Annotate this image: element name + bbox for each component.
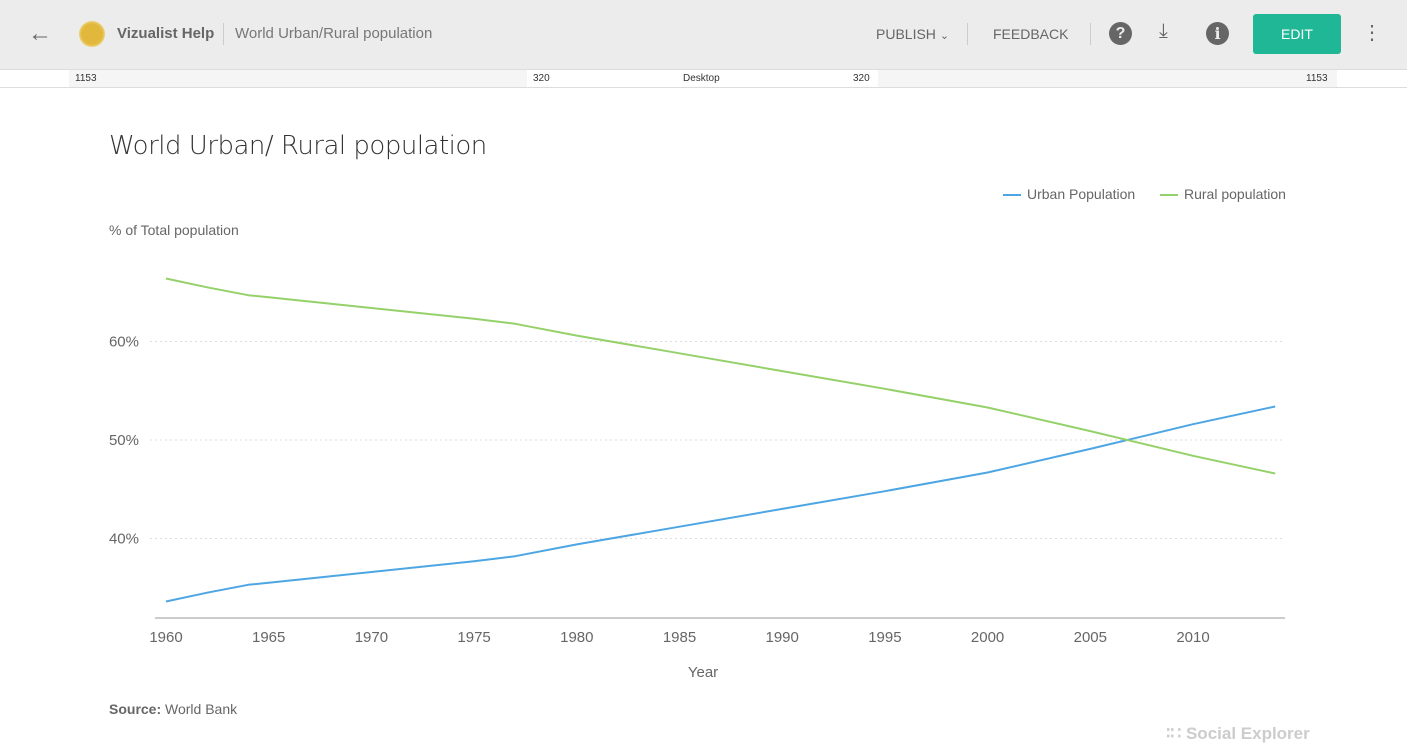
y-tick-label: 60%	[109, 334, 139, 351]
document-title: World Urban/Rural population	[235, 25, 433, 42]
legend-item-urban[interactable]: Urban Population	[1003, 186, 1135, 202]
divider	[223, 23, 224, 45]
x-tick-label: 1985	[663, 629, 696, 646]
chevron-down-icon: ⌄	[939, 30, 950, 42]
x-tick-label: 1960	[149, 629, 182, 646]
x-tick-label: 2010	[1176, 629, 1209, 646]
legend-swatch	[1160, 194, 1178, 197]
app-name[interactable]: Vizualist Help	[117, 25, 215, 42]
x-tick-label: 1980	[560, 629, 593, 646]
download-icon[interactable]: ⤓	[1159, 20, 1168, 42]
legend-label: Rural population	[1184, 186, 1286, 202]
legend-item-rural[interactable]: Rural population	[1160, 186, 1286, 202]
divider	[967, 23, 968, 45]
app-logo-icon	[79, 21, 105, 47]
help-icon[interactable]: ?	[1109, 22, 1132, 45]
legend-label: Urban Population	[1027, 186, 1136, 202]
ruler-right-inner: 320	[853, 73, 870, 84]
edit-button[interactable]: EDIT	[1253, 14, 1341, 54]
source-note: Source: World Bank	[109, 701, 237, 717]
viewport-ruler: 1153 320 Desktop 320 1153	[0, 69, 1407, 88]
social-explorer-logo: ∶∷ Social Explorer	[1166, 724, 1310, 743]
y-axis-label: % of Total population	[109, 222, 239, 238]
x-tick-label: 1990	[766, 629, 799, 646]
series-line-rural	[165, 277, 1276, 475]
x-tick-label: 1970	[355, 629, 388, 646]
top-bar: ← Vizualist Help World Urban/Rural popul…	[0, 0, 1407, 69]
publish-button[interactable]: PUBLISH ⌄	[876, 26, 949, 42]
ruler-left-width: 1153	[75, 73, 97, 84]
chart-title: World Urban/ Rural population	[109, 131, 487, 161]
series-line-urban	[165, 405, 1276, 603]
ruler-right-width: 1153	[1306, 73, 1328, 84]
ruler-center	[527, 70, 878, 87]
publish-label: PUBLISH	[876, 26, 936, 42]
divider	[1090, 23, 1091, 45]
x-tick-label: 2005	[1074, 629, 1107, 646]
source-value: World Bank	[165, 701, 238, 717]
ruler-margin	[0, 70, 69, 87]
feedback-button[interactable]: FEEDBACK	[993, 26, 1069, 42]
back-arrow-icon[interactable]: ←	[28, 20, 52, 47]
more-vert-icon[interactable]: ⋮	[1362, 22, 1382, 44]
x-tick-label: 1975	[457, 629, 490, 646]
x-axis-label: Year	[688, 664, 718, 681]
x-tick-label: 1995	[868, 629, 901, 646]
y-tick-label: 50%	[109, 432, 139, 449]
source-label: Source:	[109, 701, 162, 717]
x-tick-label: 2000	[971, 629, 1004, 646]
ruler-left-inner: 320	[533, 73, 550, 84]
y-tick-label: 40%	[109, 531, 139, 548]
legend-swatch	[1003, 194, 1021, 197]
x-tick-label: 1965	[252, 629, 285, 646]
ruler-margin	[1337, 70, 1407, 87]
info-icon[interactable]: i	[1206, 22, 1229, 45]
ruler-device[interactable]: Desktop	[683, 73, 720, 84]
